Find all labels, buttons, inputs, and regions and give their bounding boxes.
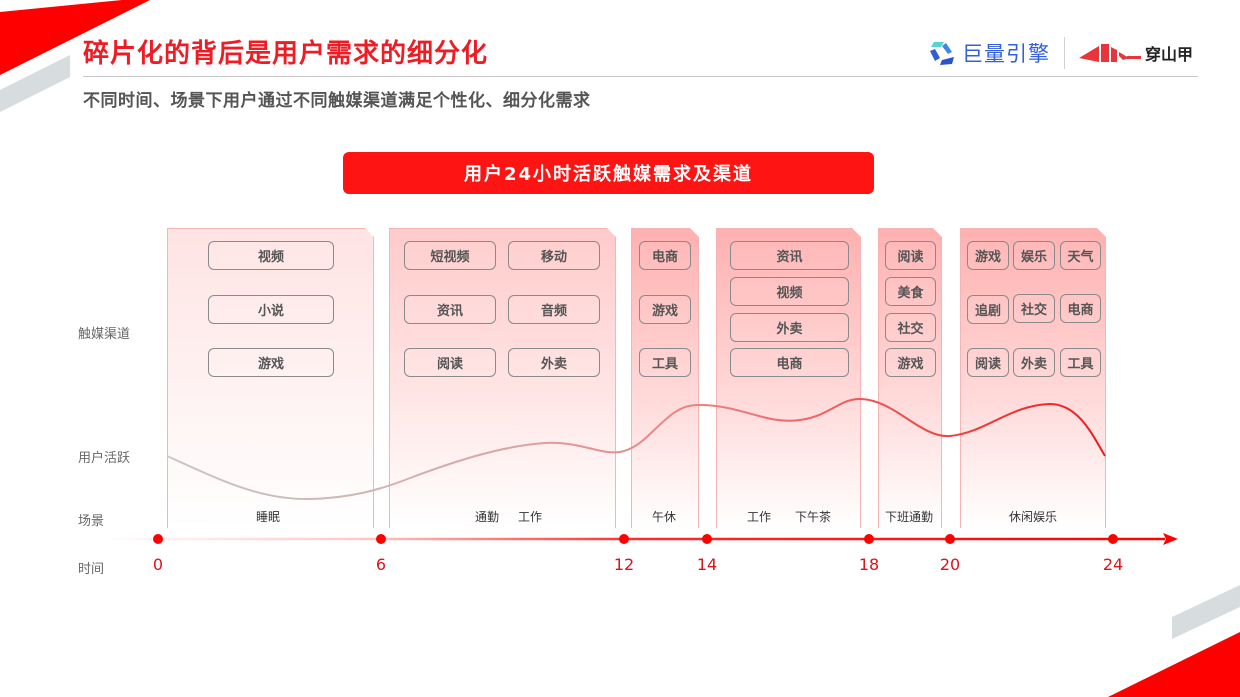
channel-chip: 视频 (730, 277, 849, 306)
time-tick-label: 14 (696, 555, 718, 574)
time-dot (702, 534, 712, 544)
channel-chip: 追剧 (967, 295, 1009, 324)
scene-label: 睡眠 (256, 510, 281, 524)
header-divider (83, 76, 1198, 77)
scene-label: 午休 (652, 510, 677, 524)
time-tick-label: 0 (152, 555, 164, 574)
channel-chip: 工具 (1060, 348, 1101, 377)
scene-label: 通勤 (475, 510, 500, 524)
time-dot (153, 534, 163, 544)
time-panel-18-20: 阅读 美食 社交 游戏 下班通勤 (878, 228, 942, 528)
channel-chip: 游戏 (967, 241, 1009, 270)
channel-chip: 资讯 (404, 295, 496, 324)
row-label-time: 时间 (78, 562, 105, 577)
channel-chip: 阅读 (404, 348, 496, 377)
pangle-logo: 穿山甲 (1079, 41, 1193, 65)
time-tick-label: 20 (939, 555, 961, 574)
channel-chip: 娱乐 (1013, 241, 1055, 270)
time-panel-6-12: 短视频 移动 资讯 音频 阅读 外卖 通勤 工作 (389, 228, 616, 528)
scene-label: 下午茶 (795, 510, 832, 524)
juliang-engine-logo-text: 巨量引擎 (962, 42, 1050, 66)
channel-chip: 电商 (730, 348, 849, 377)
channel-chip: 游戏 (639, 295, 691, 324)
channel-chip: 游戏 (208, 348, 334, 377)
channel-chip: 社交 (1013, 294, 1055, 323)
time-dot (376, 534, 386, 544)
page-title: 碎片化的背后是用户需求的细分化 (83, 39, 489, 69)
time-panel-0-6: 视频 小说 游戏 睡眠 (167, 228, 374, 528)
channel-chip: 视频 (208, 241, 334, 270)
channel-chip: 天气 (1060, 241, 1101, 270)
channel-chip: 移动 (508, 241, 600, 270)
scene-label: 工作 (518, 510, 543, 524)
time-dot (945, 534, 955, 544)
channel-chip: 电商 (639, 241, 691, 270)
activity-curve (166, 397, 1106, 501)
time-dot (1108, 534, 1118, 544)
row-label-activity: 用户活跃 (78, 451, 131, 466)
time-panel-20-24: 游戏 娱乐 天气 追剧 社交 电商 阅读 外卖 工具 休闲娱乐 (960, 228, 1106, 528)
channel-chip: 阅读 (967, 348, 1009, 377)
channel-chip: 美食 (885, 277, 936, 306)
channel-chip: 外卖 (730, 313, 849, 342)
time-panel-14-18: 资讯 视频 外卖 电商 工作 下午茶 (716, 228, 861, 528)
channel-chip: 小说 (208, 295, 334, 324)
channel-chip: 社交 (885, 313, 936, 342)
pangle-mountain-logo-icon (1079, 44, 1141, 62)
channel-chip: 资讯 (730, 241, 849, 270)
scene-label: 下班通勤 (885, 510, 934, 524)
time-axis-arrow-icon (1163, 533, 1178, 545)
channel-chip: 阅读 (885, 241, 936, 270)
channel-chip: 游戏 (885, 348, 936, 377)
brand-logos: 巨量引擎 穿山甲 (928, 36, 1193, 70)
pangle-logo-text: 穿山甲 (1145, 45, 1194, 64)
juliang-engine-logo-icon (930, 42, 954, 65)
scene-label: 工作 (747, 510, 772, 524)
channel-chip: 音频 (508, 295, 600, 324)
time-tick-label: 12 (613, 555, 635, 574)
channel-chip: 外卖 (508, 348, 600, 377)
scene-label: 休闲娱乐 (1009, 510, 1058, 524)
time-panel-12-14: 电商 游戏 工具 午休 (631, 228, 699, 528)
channel-chip: 短视频 (404, 241, 496, 270)
row-label-channels: 触媒渠道 (78, 327, 131, 342)
time-dot (864, 534, 874, 544)
time-tick-label: 24 (1102, 555, 1124, 574)
channel-chip: 外卖 (1013, 348, 1055, 377)
time-tick-label: 18 (858, 555, 880, 574)
logo-separator (1064, 37, 1065, 69)
top-left-stripe-decoration (0, 0, 150, 112)
time-dot (619, 534, 629, 544)
juliang-engine-logo: 巨量引擎 (928, 38, 1050, 68)
row-label-scene: 场景 (78, 514, 105, 529)
page-subtitle: 不同时间、场景下用户通过不同触媒渠道满足个性化、细分化需求 (83, 91, 591, 111)
bottom-right-stripe-decoration (1108, 585, 1240, 697)
channel-chip: 电商 (1060, 294, 1101, 323)
chart-banner-title: 用户24小时活跃触媒需求及渠道 (343, 152, 874, 194)
time-tick-label: 6 (375, 555, 387, 574)
channel-chip: 工具 (639, 348, 691, 377)
